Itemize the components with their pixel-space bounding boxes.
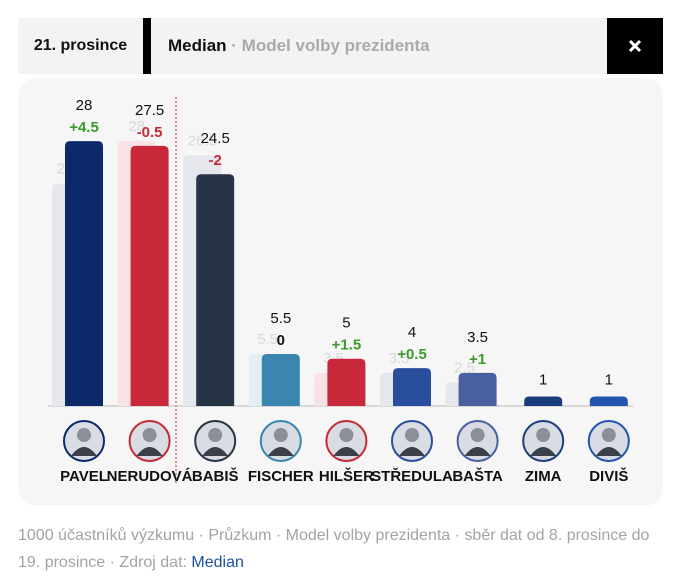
footer: 1000 účastníků výzkumu · Průzkum · Model… [18,522,668,576]
header-title: Median · Model volby prezidenta [168,18,430,74]
photo-body [595,447,622,456]
photo-head [339,428,354,442]
date-tab[interactable]: 21. prosince [33,37,128,54]
change-label: -2 [209,152,222,169]
change-label: +1 [469,351,486,368]
candidate-name: FISCHER [248,468,314,485]
close-button[interactable] [607,18,663,74]
candidate-name: DIVIŠ [589,467,628,485]
value-label: 28 [76,97,93,114]
bar [65,141,103,406]
value-label: 1 [539,372,547,389]
change-label: 0 [277,332,285,349]
chart-panel: 23.528+4.5PAVEL2827.5-0.5NERUDOVÁ26.524.… [18,78,663,506]
change-label: +4.5 [69,119,99,136]
value-label: 4 [408,324,416,341]
candidate-name: BABIŠ [192,467,239,485]
candidate-name: STŘEDULA [371,467,453,485]
photo-body [71,447,97,456]
value-label: 1 [605,372,613,389]
photo-body [267,447,294,456]
photo-head [77,428,91,442]
bar [393,368,431,406]
previous-label: 28 [128,118,145,135]
candidate-name: ZIMA [525,468,562,485]
photo-body [530,447,557,456]
source-name: Median [168,36,227,55]
chart: 23.528+4.5PAVEL2827.5-0.5NERUDOVÁ26.524.… [48,97,633,485]
change-label: +1.5 [332,337,362,354]
previous-label: 2.5 [454,359,475,376]
photo-head [470,428,485,442]
candidate-name: NERUDOVÁ [107,468,193,485]
photo-head [405,428,419,442]
previous-label: 26.5 [188,132,217,149]
source-link[interactable]: Median [191,554,244,571]
header: 21. prosince Median · Model volby prezid… [18,18,663,74]
previous-label: 3.5 [389,350,410,367]
candidate-name: HILŠER [319,467,374,485]
photo-head [601,428,616,442]
value-label: 5.5 [270,310,291,327]
value-label: 24.5 [201,130,230,147]
photo-head [142,428,157,442]
bar [130,145,169,406]
bar [196,174,235,406]
value-label: 27.5 [135,102,164,119]
bar [589,396,628,406]
value-label: 5 [342,315,350,332]
photo-head [208,428,223,442]
photo-body [202,447,229,456]
photo-body [136,447,163,456]
bar [261,353,300,406]
change-label: +0.5 [397,346,427,363]
bar [524,396,563,406]
bar [458,372,497,406]
candidate-name: BAŠTA [452,467,503,485]
close-icon [628,39,642,53]
candidate-name: PAVEL [60,468,108,485]
photo-head [273,428,288,442]
photo-head [536,428,551,442]
footer-text: 1000 účastníků výzkumu · Průzkum · Model… [18,527,650,571]
subtitle: · Model volby prezidenta [226,36,430,55]
previous-label: 5.5 [257,331,278,348]
photo-body [464,447,491,456]
bar [327,358,366,406]
change-label: -0.5 [137,124,163,141]
separator [143,18,151,74]
photo-body [333,447,360,456]
value-label: 3.5 [467,329,488,346]
photo-body [399,447,425,456]
